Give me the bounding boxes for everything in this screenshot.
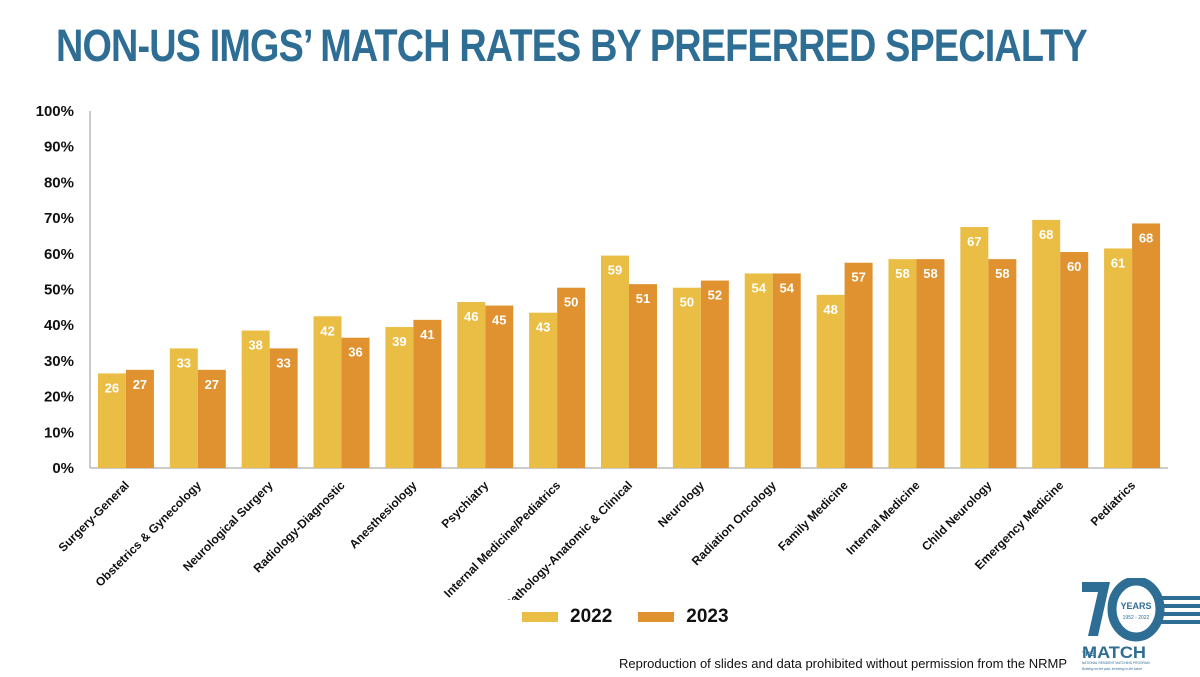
x-tick-label: Pathology-Anatomic & Clinical bbox=[502, 478, 635, 600]
bar-2022 bbox=[457, 301, 486, 468]
y-tick-label: 0% bbox=[52, 460, 74, 477]
data-label-2023: 68 bbox=[1139, 230, 1153, 245]
x-tick-label: Neurology bbox=[655, 478, 707, 530]
data-label-2023: 50 bbox=[564, 295, 578, 310]
y-tick-label: 60% bbox=[44, 246, 74, 263]
data-label-2022: 42 bbox=[320, 323, 334, 338]
data-label-2023: 33 bbox=[276, 355, 290, 370]
data-label-2023: 52 bbox=[708, 288, 722, 303]
y-tick-label: 20% bbox=[44, 389, 74, 406]
page-title: NON-US IMGS’ MATCH RATES BY PREFERRED SP… bbox=[56, 20, 1088, 71]
data-label-2022: 59 bbox=[608, 263, 622, 278]
data-label-2022: 26 bbox=[105, 380, 119, 395]
data-label-2023: 41 bbox=[420, 327, 434, 342]
bar-chart: 0% 10% 20% 30% 40% 50% 60% 70% 80% 90% 100% 26 27 Sur… bbox=[36, 103, 1168, 600]
bar-2023 bbox=[988, 259, 1017, 468]
x-tick-label: Anesthesiology bbox=[346, 478, 419, 551]
data-label-2023: 57 bbox=[851, 270, 865, 285]
x-tick-label: Pediatrics bbox=[1088, 478, 1139, 529]
copyright-notice: Reproduction of slides and data prohibit… bbox=[619, 656, 1068, 671]
bar-2022 bbox=[313, 316, 342, 468]
chart-legend: 2022 2023 bbox=[522, 606, 741, 628]
bar-2022 bbox=[1032, 219, 1061, 468]
logo-brand: MATCH bbox=[1082, 643, 1146, 662]
bar-2022 bbox=[169, 348, 198, 468]
data-label-2022: 67 bbox=[967, 234, 981, 249]
bar-2022 bbox=[1104, 248, 1133, 468]
data-label-2023: 60 bbox=[1067, 259, 1081, 274]
bar-2023 bbox=[629, 284, 657, 468]
x-tick-label: Internal Medicine/Pediatrics bbox=[441, 478, 563, 600]
y-tick-label: 80% bbox=[44, 174, 74, 191]
nrmp-70-years-logo: YEARS 1952 - 2022 THE MATCH NATIONAL RES… bbox=[1078, 578, 1200, 677]
data-label-2022: 38 bbox=[248, 338, 262, 353]
data-label-2022: 58 bbox=[895, 266, 909, 281]
bar-2023 bbox=[1132, 223, 1161, 468]
data-label-2023: 54 bbox=[779, 280, 794, 295]
data-label-2022: 48 bbox=[823, 302, 837, 317]
data-label-2023: 58 bbox=[995, 266, 1009, 281]
bar-2023 bbox=[485, 305, 514, 468]
data-label-2022: 33 bbox=[177, 355, 191, 370]
bar-2022 bbox=[241, 330, 270, 468]
bar-2022 bbox=[744, 273, 773, 468]
bar-2023 bbox=[772, 273, 801, 468]
y-tick-label: 40% bbox=[44, 317, 74, 334]
logo-brand-prefix: THE bbox=[1082, 652, 1094, 658]
data-label-2022: 46 bbox=[464, 309, 478, 324]
logo-years-range: 1952 - 2022 bbox=[1123, 615, 1150, 621]
logo-years-label: YEARS bbox=[1120, 601, 1151, 611]
data-label-2022: 39 bbox=[392, 334, 406, 349]
bar-2023 bbox=[1060, 252, 1089, 468]
bar-2023 bbox=[557, 287, 586, 468]
y-tick-label: 100% bbox=[36, 103, 74, 120]
legend-swatch-2023 bbox=[638, 612, 675, 622]
y-tick-label: 90% bbox=[44, 139, 74, 156]
bar-2023 bbox=[916, 259, 945, 468]
data-label-2022: 61 bbox=[1111, 255, 1125, 270]
x-tick-label: Family Medicine bbox=[775, 478, 851, 554]
bar-2023 bbox=[341, 337, 370, 468]
bar-2023 bbox=[197, 369, 226, 468]
y-tick-label: 50% bbox=[44, 282, 74, 299]
bar-2023 bbox=[700, 280, 729, 468]
bar-2023 bbox=[269, 348, 298, 468]
x-tick-label: Internal Medicine bbox=[843, 478, 922, 557]
bar-2023 bbox=[844, 262, 873, 468]
y-tick-label: 30% bbox=[44, 353, 74, 370]
x-tick-label: Psychiatry bbox=[439, 478, 492, 531]
x-tick-label: Surgery-General bbox=[56, 478, 132, 554]
bar-2023 bbox=[413, 319, 442, 468]
bar-2022 bbox=[672, 287, 701, 468]
legend-label-2023: 2023 bbox=[686, 606, 729, 627]
bar-2022 bbox=[601, 255, 629, 468]
data-label-2022: 68 bbox=[1039, 227, 1053, 242]
x-tick-label: Child Neurology bbox=[919, 478, 995, 554]
bar-2022 bbox=[385, 326, 414, 468]
logo-tagline: Building on the past, investing in the f… bbox=[1082, 667, 1142, 671]
bar-2022 bbox=[529, 312, 558, 468]
data-label-2023: 36 bbox=[348, 345, 362, 360]
data-label-2022: 50 bbox=[680, 295, 694, 310]
data-label-2023: 51 bbox=[636, 291, 650, 306]
legend-item-2023: 2023 bbox=[638, 606, 729, 628]
bar-2023 bbox=[125, 369, 154, 468]
data-label-2023: 45 bbox=[492, 313, 506, 328]
legend-item-2022: 2022 bbox=[522, 606, 612, 628]
logo-org-name: NATIONAL RESIDENT MATCHING PROGRAM bbox=[1082, 661, 1150, 665]
data-label-2022: 43 bbox=[536, 320, 550, 335]
y-tick-label: 70% bbox=[44, 210, 74, 227]
bar-2022 bbox=[97, 373, 126, 468]
data-label-2022: 54 bbox=[751, 280, 766, 295]
bar-2022 bbox=[816, 294, 845, 468]
logo-graphic: YEARS 1952 - 2022 THE MATCH NATIONAL RES… bbox=[1082, 578, 1200, 671]
legend-swatch-2022 bbox=[522, 612, 558, 622]
legend-label-2022: 2022 bbox=[570, 606, 613, 627]
data-label-2023: 27 bbox=[133, 377, 147, 392]
bar-2022 bbox=[888, 259, 917, 468]
bar-2022 bbox=[960, 227, 989, 468]
data-label-2023: 27 bbox=[205, 377, 219, 392]
data-label-2023: 58 bbox=[923, 266, 937, 281]
y-tick-label: 10% bbox=[44, 424, 74, 441]
